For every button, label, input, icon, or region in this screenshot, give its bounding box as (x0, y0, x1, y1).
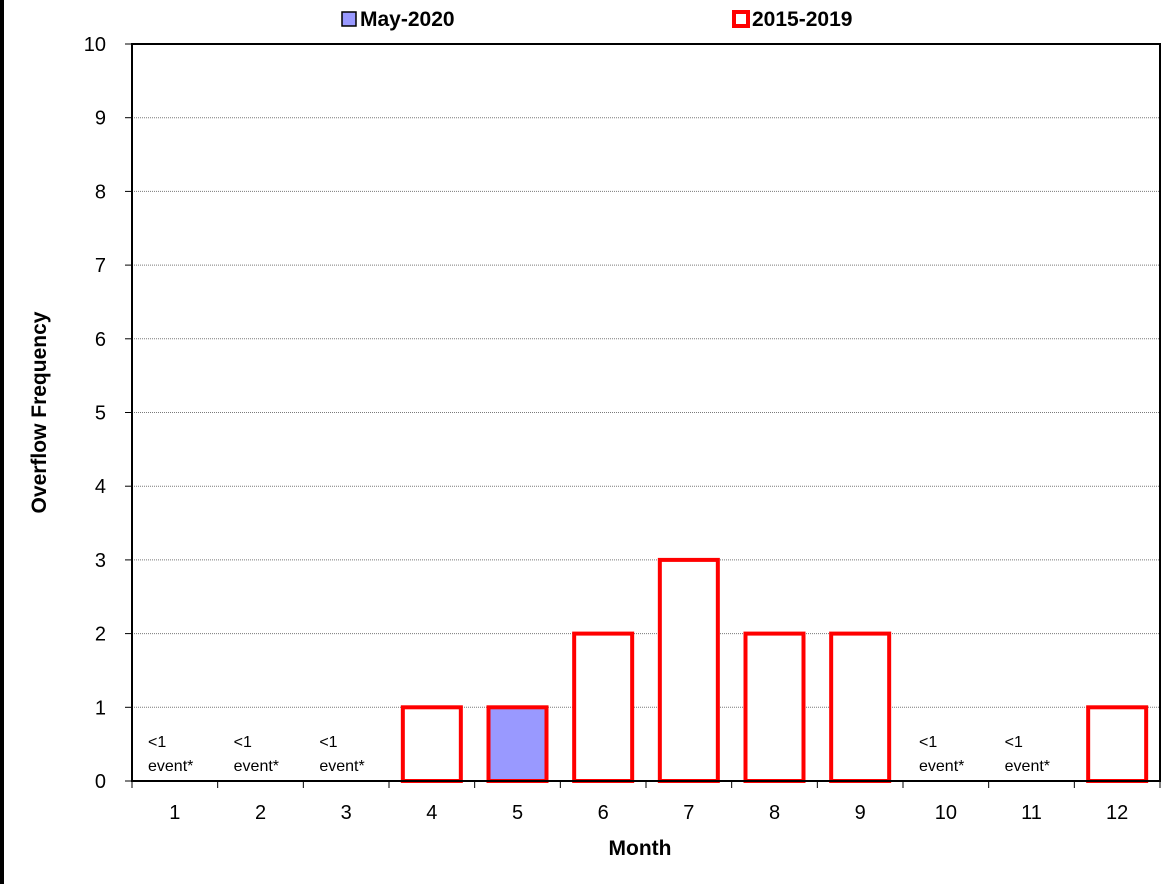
y-tick-label: 9 (95, 108, 106, 130)
y-tick-label: 4 (95, 476, 106, 498)
x-tick-label: 10 (935, 802, 957, 824)
y-tick-label: 2 (95, 624, 106, 646)
y-tick-label: 10 (84, 34, 106, 56)
bar-2015-2019 (829, 631, 892, 783)
x-tick-label: 11 (1021, 802, 1042, 824)
legend-swatch (732, 10, 750, 28)
annotation-label: event* (234, 758, 279, 775)
legend-label: May-2020 (360, 8, 455, 31)
bar-may-2020 (486, 705, 549, 783)
y-tick-label: 0 (95, 771, 106, 793)
plot-area-border (131, 43, 1161, 782)
y-tick-label: 8 (95, 181, 106, 203)
bar-2015-2019 (657, 557, 720, 784)
legend-label: 2015-2019 (752, 8, 852, 31)
bar-2015-2019 (572, 631, 635, 783)
bar-2015-2019 (400, 705, 463, 783)
x-axis-title: Month (609, 837, 672, 860)
x-tick-label: 4 (426, 802, 437, 824)
x-tick-label: 5 (512, 802, 523, 824)
annotation-label: event* (919, 758, 964, 775)
x-tick-label: 12 (1106, 802, 1128, 824)
annotation-label: event* (1005, 758, 1050, 775)
x-tick-label: 7 (683, 802, 694, 824)
y-tick-label: 3 (95, 550, 106, 572)
annotation-label: event* (148, 758, 193, 775)
y-axis-title: Overflow Frequency (28, 311, 51, 513)
bar-2015-2019 (1086, 705, 1149, 783)
x-tick-label: 6 (598, 802, 609, 824)
annotation-label: <1 (919, 734, 937, 751)
x-tick-label: 9 (855, 802, 866, 824)
y-tick-label: 5 (95, 403, 106, 425)
y-tick-label: 1 (95, 697, 106, 719)
y-tick-label: 7 (95, 255, 106, 277)
left-border (0, 0, 4, 884)
y-tick-label: 6 (95, 329, 106, 351)
annotation-label: event* (319, 758, 364, 775)
annotation-label: <1 (319, 734, 337, 751)
x-tick-label: 8 (769, 802, 780, 824)
bar-2015-2019 (743, 631, 806, 783)
annotation-label: <1 (1005, 734, 1023, 751)
annotation-label: <1 (234, 734, 252, 751)
legend-swatch (341, 11, 357, 27)
annotation-label: <1 (148, 734, 166, 751)
x-tick-label: 2 (255, 802, 266, 824)
x-tick-label: 3 (341, 802, 352, 824)
x-tick-label: 1 (169, 802, 180, 824)
